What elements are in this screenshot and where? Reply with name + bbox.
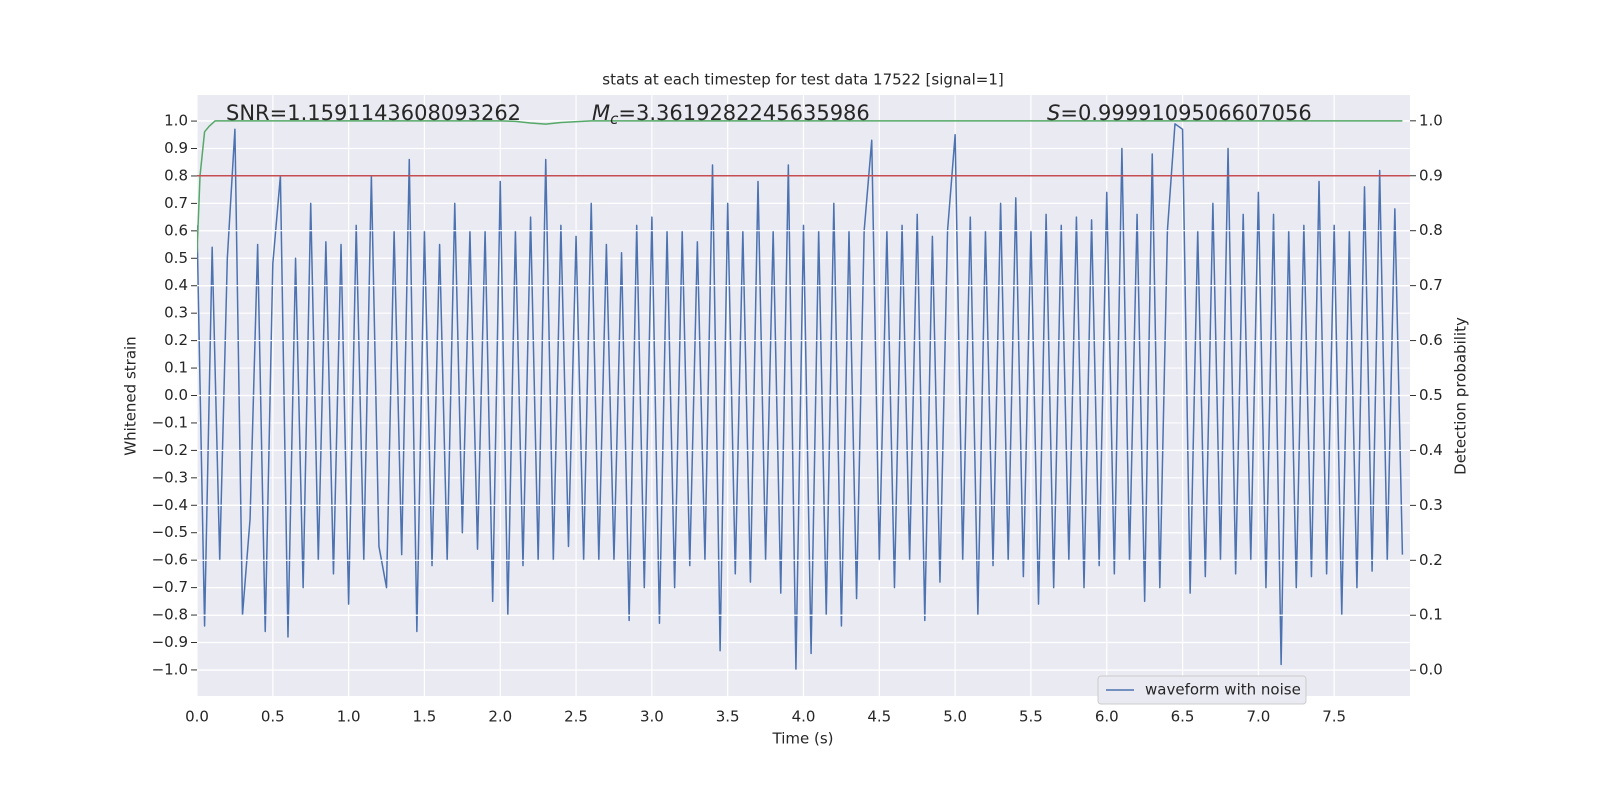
data-line <box>197 123 1404 671</box>
x-tick-label: 4.0 <box>792 708 816 726</box>
y-tick-label: −0.2 <box>152 441 188 459</box>
x-tick-label: 1.0 <box>337 708 361 726</box>
x-tick-label: 5.5 <box>1019 708 1043 726</box>
y2-tick-label: 0.5 <box>1419 386 1443 404</box>
x-tick-label: 1.5 <box>413 708 437 726</box>
annotation-subscript: c <box>610 110 619 128</box>
y2-tick-label: 0.2 <box>1419 551 1443 569</box>
y-tick-label: 0.6 <box>164 221 188 239</box>
legend-label: waveform with noise <box>1145 681 1301 699</box>
x-tick-label: 3.0 <box>640 708 664 726</box>
y2-tick-label: 0.7 <box>1419 276 1443 294</box>
annotation-value: =0.9999109506607056 <box>1060 101 1311 125</box>
annotation: Mc=3.3619282245635986 <box>592 101 870 128</box>
y-tick-label: −0.9 <box>152 633 188 651</box>
legend-box <box>1097 675 1307 705</box>
overlay-layer <box>197 120 1410 671</box>
y-tick-label: 0.3 <box>164 304 188 322</box>
y2-tick-label: 0.4 <box>1419 441 1443 459</box>
y-tick-label: −0.3 <box>152 468 188 486</box>
annotation-symbol: M <box>592 101 610 125</box>
x-tick-label: 0.0 <box>185 708 209 726</box>
y-tick-label: −0.4 <box>152 496 188 514</box>
y-tick-label: 0.4 <box>164 276 188 294</box>
y2-tick-label: 0.9 <box>1419 166 1443 184</box>
y-tick-label: −0.7 <box>152 578 188 596</box>
x-tick-label: 2.0 <box>488 708 512 726</box>
y-tick-label: −1.0 <box>152 660 188 678</box>
data-line <box>197 120 1403 253</box>
y2-tick-label: 0.0 <box>1419 661 1443 679</box>
x-tick-label: 2.5 <box>564 708 588 726</box>
y-axis-label: Whitened strain <box>122 336 140 455</box>
annotation: S=0.9999109506607056 <box>1047 101 1312 125</box>
y-tick-label: 0.8 <box>164 166 188 184</box>
x-tick-label: 3.5 <box>716 708 740 726</box>
chart-title: stats at each timestep for test data 175… <box>602 71 1003 89</box>
annotation-symbol: S <box>1047 101 1060 125</box>
annotation-value: =3.3619282245635986 <box>618 101 869 125</box>
y2-tick-label: 0.6 <box>1419 331 1443 349</box>
y-tick-label: −0.8 <box>152 606 188 624</box>
y-tick-label: 0.5 <box>164 249 188 267</box>
y2-tick-label: 1.0 <box>1419 111 1443 129</box>
y2-tick-label: 0.3 <box>1419 496 1443 514</box>
y2-axis-label: Detection probability <box>1452 317 1470 475</box>
y-tick-label: 0.1 <box>164 359 188 377</box>
y-tick-label: 0.9 <box>164 139 188 157</box>
x-axis-label: Time (s) <box>772 730 834 748</box>
x-tick-label: 6.0 <box>1095 708 1119 726</box>
y-tick-label: 0.2 <box>164 331 188 349</box>
x-tick-label: 0.5 <box>261 708 285 726</box>
y-tick-label: −0.6 <box>152 551 188 569</box>
y2-tick-label: 0.1 <box>1419 606 1443 624</box>
y-tick-label: −0.1 <box>152 413 188 431</box>
y2-tick-label: 0.8 <box>1419 221 1443 239</box>
y-tick-label: 0.7 <box>164 194 188 212</box>
y-tick-label: −0.5 <box>152 523 188 541</box>
labels: 0.0 0.5 1.0 1.5 2.0 2.5 3.0 3.5 4.0 4.5 5.0 5.5 6.0 6… <box>152 111 1443 725</box>
x-tick-label: 6.5 <box>1171 708 1195 726</box>
x-tick-label: 7.5 <box>1322 708 1346 726</box>
x-tick-label: 5.0 <box>943 708 967 726</box>
y-tick-label: 0.0 <box>164 386 188 404</box>
x-tick-label: 4.5 <box>867 708 891 726</box>
y-tick-label: 1.0 <box>164 112 188 130</box>
annotation: SNR=1.1591143608093262 <box>226 101 521 125</box>
x-tick-label: 7.0 <box>1246 708 1270 726</box>
